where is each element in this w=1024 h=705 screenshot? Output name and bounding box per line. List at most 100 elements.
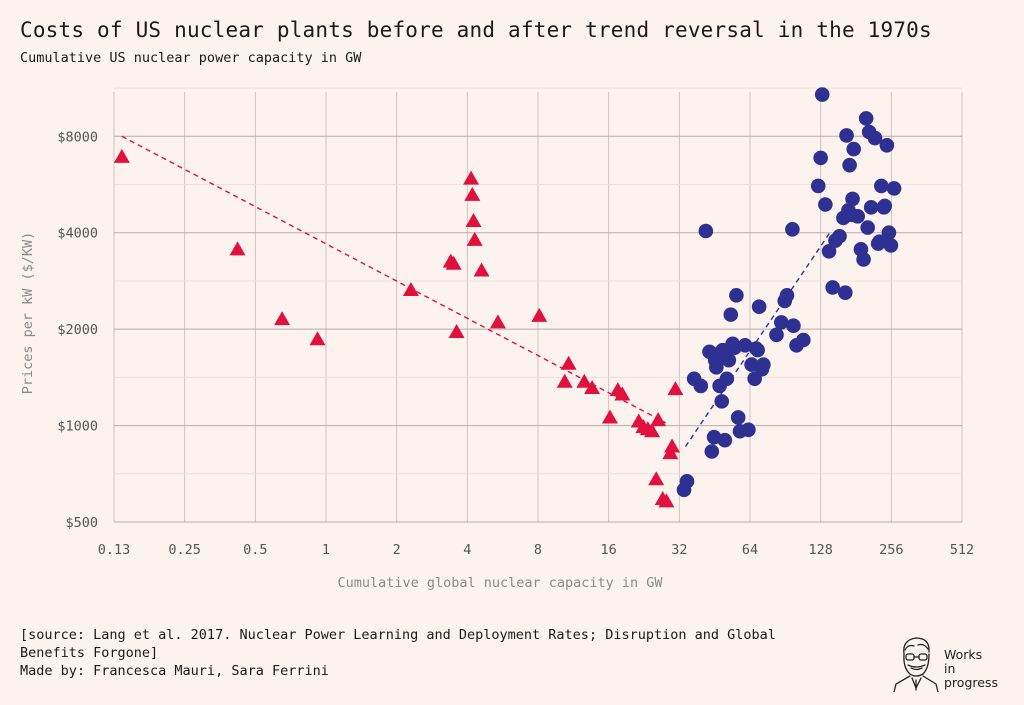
- x-tick-label: 4: [463, 542, 471, 558]
- circle-point: [721, 352, 737, 368]
- chart-title: Costs of US nuclear plants before and af…: [20, 18, 932, 42]
- scatter-chart: 0.13 0.25 0.5 1 2 4 8 16 32 64 128 256 512 $500 $1000…: [20, 87, 974, 591]
- circle-point: [877, 198, 893, 214]
- circle-point: [863, 200, 879, 215]
- circle-point: [813, 150, 828, 166]
- triangle-point: [614, 386, 631, 401]
- post-reversal-trend-line: [684, 232, 831, 447]
- circle-point: [741, 422, 756, 438]
- circle-point: [723, 307, 739, 322]
- circle-point: [756, 357, 771, 372]
- circle-point: [821, 244, 837, 259]
- circle-point: [818, 197, 833, 212]
- circle-point: [774, 315, 789, 330]
- triangle-point: [402, 282, 419, 297]
- x-tick-label: 2: [393, 542, 401, 558]
- x-tick-label: 128: [808, 542, 832, 558]
- pre-reversal-trend-line: [121, 135, 667, 424]
- triangle-point: [445, 255, 462, 270]
- circle-point: [839, 128, 854, 143]
- circle-point: [810, 178, 826, 194]
- x-tick-label: 0.13: [98, 542, 131, 558]
- source-footer: [source: Lang et al. 2017. Nuclear Power…: [20, 626, 880, 680]
- y-tick-label: $8000: [57, 129, 98, 145]
- circle-point: [886, 181, 902, 196]
- triangle-point: [274, 311, 291, 326]
- triangle-point: [473, 262, 490, 277]
- y-axis-label: Prices per kW ($/KW): [20, 232, 36, 395]
- circle-point: [867, 130, 883, 146]
- triangle-point: [644, 423, 661, 438]
- y-axis-ticks: $500 $1000 $2000 $4000 $8000: [57, 129, 98, 531]
- triangle-point: [309, 331, 326, 346]
- x-tick-label: 256: [879, 542, 903, 558]
- y-tick-label: $4000: [57, 226, 98, 242]
- triangle-point: [664, 438, 681, 453]
- circle-point: [786, 318, 801, 334]
- x-tick-label: 32: [671, 542, 687, 558]
- credit-line: Made by: Francesca Mauri, Sara Ferrini: [20, 663, 329, 679]
- circle-point: [698, 223, 714, 239]
- circle-point: [846, 141, 862, 157]
- circle-point: [838, 285, 853, 300]
- source-line-1: [source: Lang et al. 2017. Nuclear Power…: [20, 627, 776, 643]
- chart-subtitle: Cumulative US nuclear power capacity in …: [20, 50, 362, 66]
- triangle-point: [650, 412, 667, 427]
- x-tick-label: 1: [322, 542, 330, 558]
- grid-lines: [113, 87, 963, 523]
- y-tick-label: $500: [65, 515, 98, 531]
- logo-line-2: in: [944, 661, 956, 676]
- triangle-point: [489, 314, 506, 329]
- triangle-point: [576, 373, 593, 388]
- portrait-icon: [893, 637, 939, 693]
- triangle-point: [113, 148, 130, 163]
- x-tick-label: 8: [534, 542, 542, 558]
- circle-point: [737, 338, 753, 353]
- triangle-point: [648, 471, 665, 486]
- circle-point: [717, 432, 733, 448]
- circle-point: [751, 299, 767, 315]
- circle-point: [872, 234, 887, 250]
- triangle-point: [448, 323, 465, 338]
- logo-line-3: progress: [944, 675, 998, 690]
- circle-point: [769, 327, 784, 343]
- triangle-point: [531, 307, 548, 322]
- circle-point: [750, 342, 765, 358]
- triangle-point: [229, 241, 246, 256]
- circle-point: [883, 238, 899, 253]
- triangle-point: [601, 409, 618, 424]
- circle-point: [719, 371, 735, 387]
- x-tick-label: 16: [601, 542, 617, 558]
- circle-point: [785, 221, 800, 237]
- circle-point: [881, 225, 897, 241]
- triangle-point: [464, 186, 481, 201]
- x-tick-label: 0.25: [168, 542, 201, 558]
- circle-point: [796, 332, 811, 348]
- logo-line-1: Works: [944, 647, 983, 662]
- triangle-point: [667, 381, 684, 396]
- circle-point: [842, 157, 857, 173]
- circle-point: [873, 178, 889, 194]
- circle-point: [845, 191, 860, 207]
- circle-point: [779, 288, 795, 303]
- x-tick-label: 512: [950, 542, 974, 558]
- logo-wordmark: Works in progress: [944, 648, 998, 690]
- y-tick-label: $1000: [57, 419, 98, 435]
- triangle-point: [463, 170, 480, 185]
- x-axis-ticks: 0.13 0.25 0.5 1 2 4 8 16 32 64 128 256 512: [98, 542, 974, 558]
- triangle-point: [466, 231, 483, 246]
- circle-point: [814, 87, 830, 102]
- circle-point: [832, 228, 847, 244]
- triangle-point: [560, 355, 577, 370]
- x-tick-label: 64: [742, 542, 758, 558]
- circle-point: [825, 280, 840, 295]
- works-in-progress-logo: Works in progress: [890, 632, 1015, 693]
- circle-point: [879, 137, 895, 153]
- x-axis-label: Cumulative global nuclear capacity in GW: [337, 575, 663, 591]
- circle-point: [856, 252, 871, 267]
- circle-point: [709, 360, 724, 375]
- triangle-point: [658, 493, 675, 508]
- circle-point: [704, 444, 720, 459]
- y-tick-label: $2000: [57, 322, 98, 338]
- circle-point: [693, 378, 709, 394]
